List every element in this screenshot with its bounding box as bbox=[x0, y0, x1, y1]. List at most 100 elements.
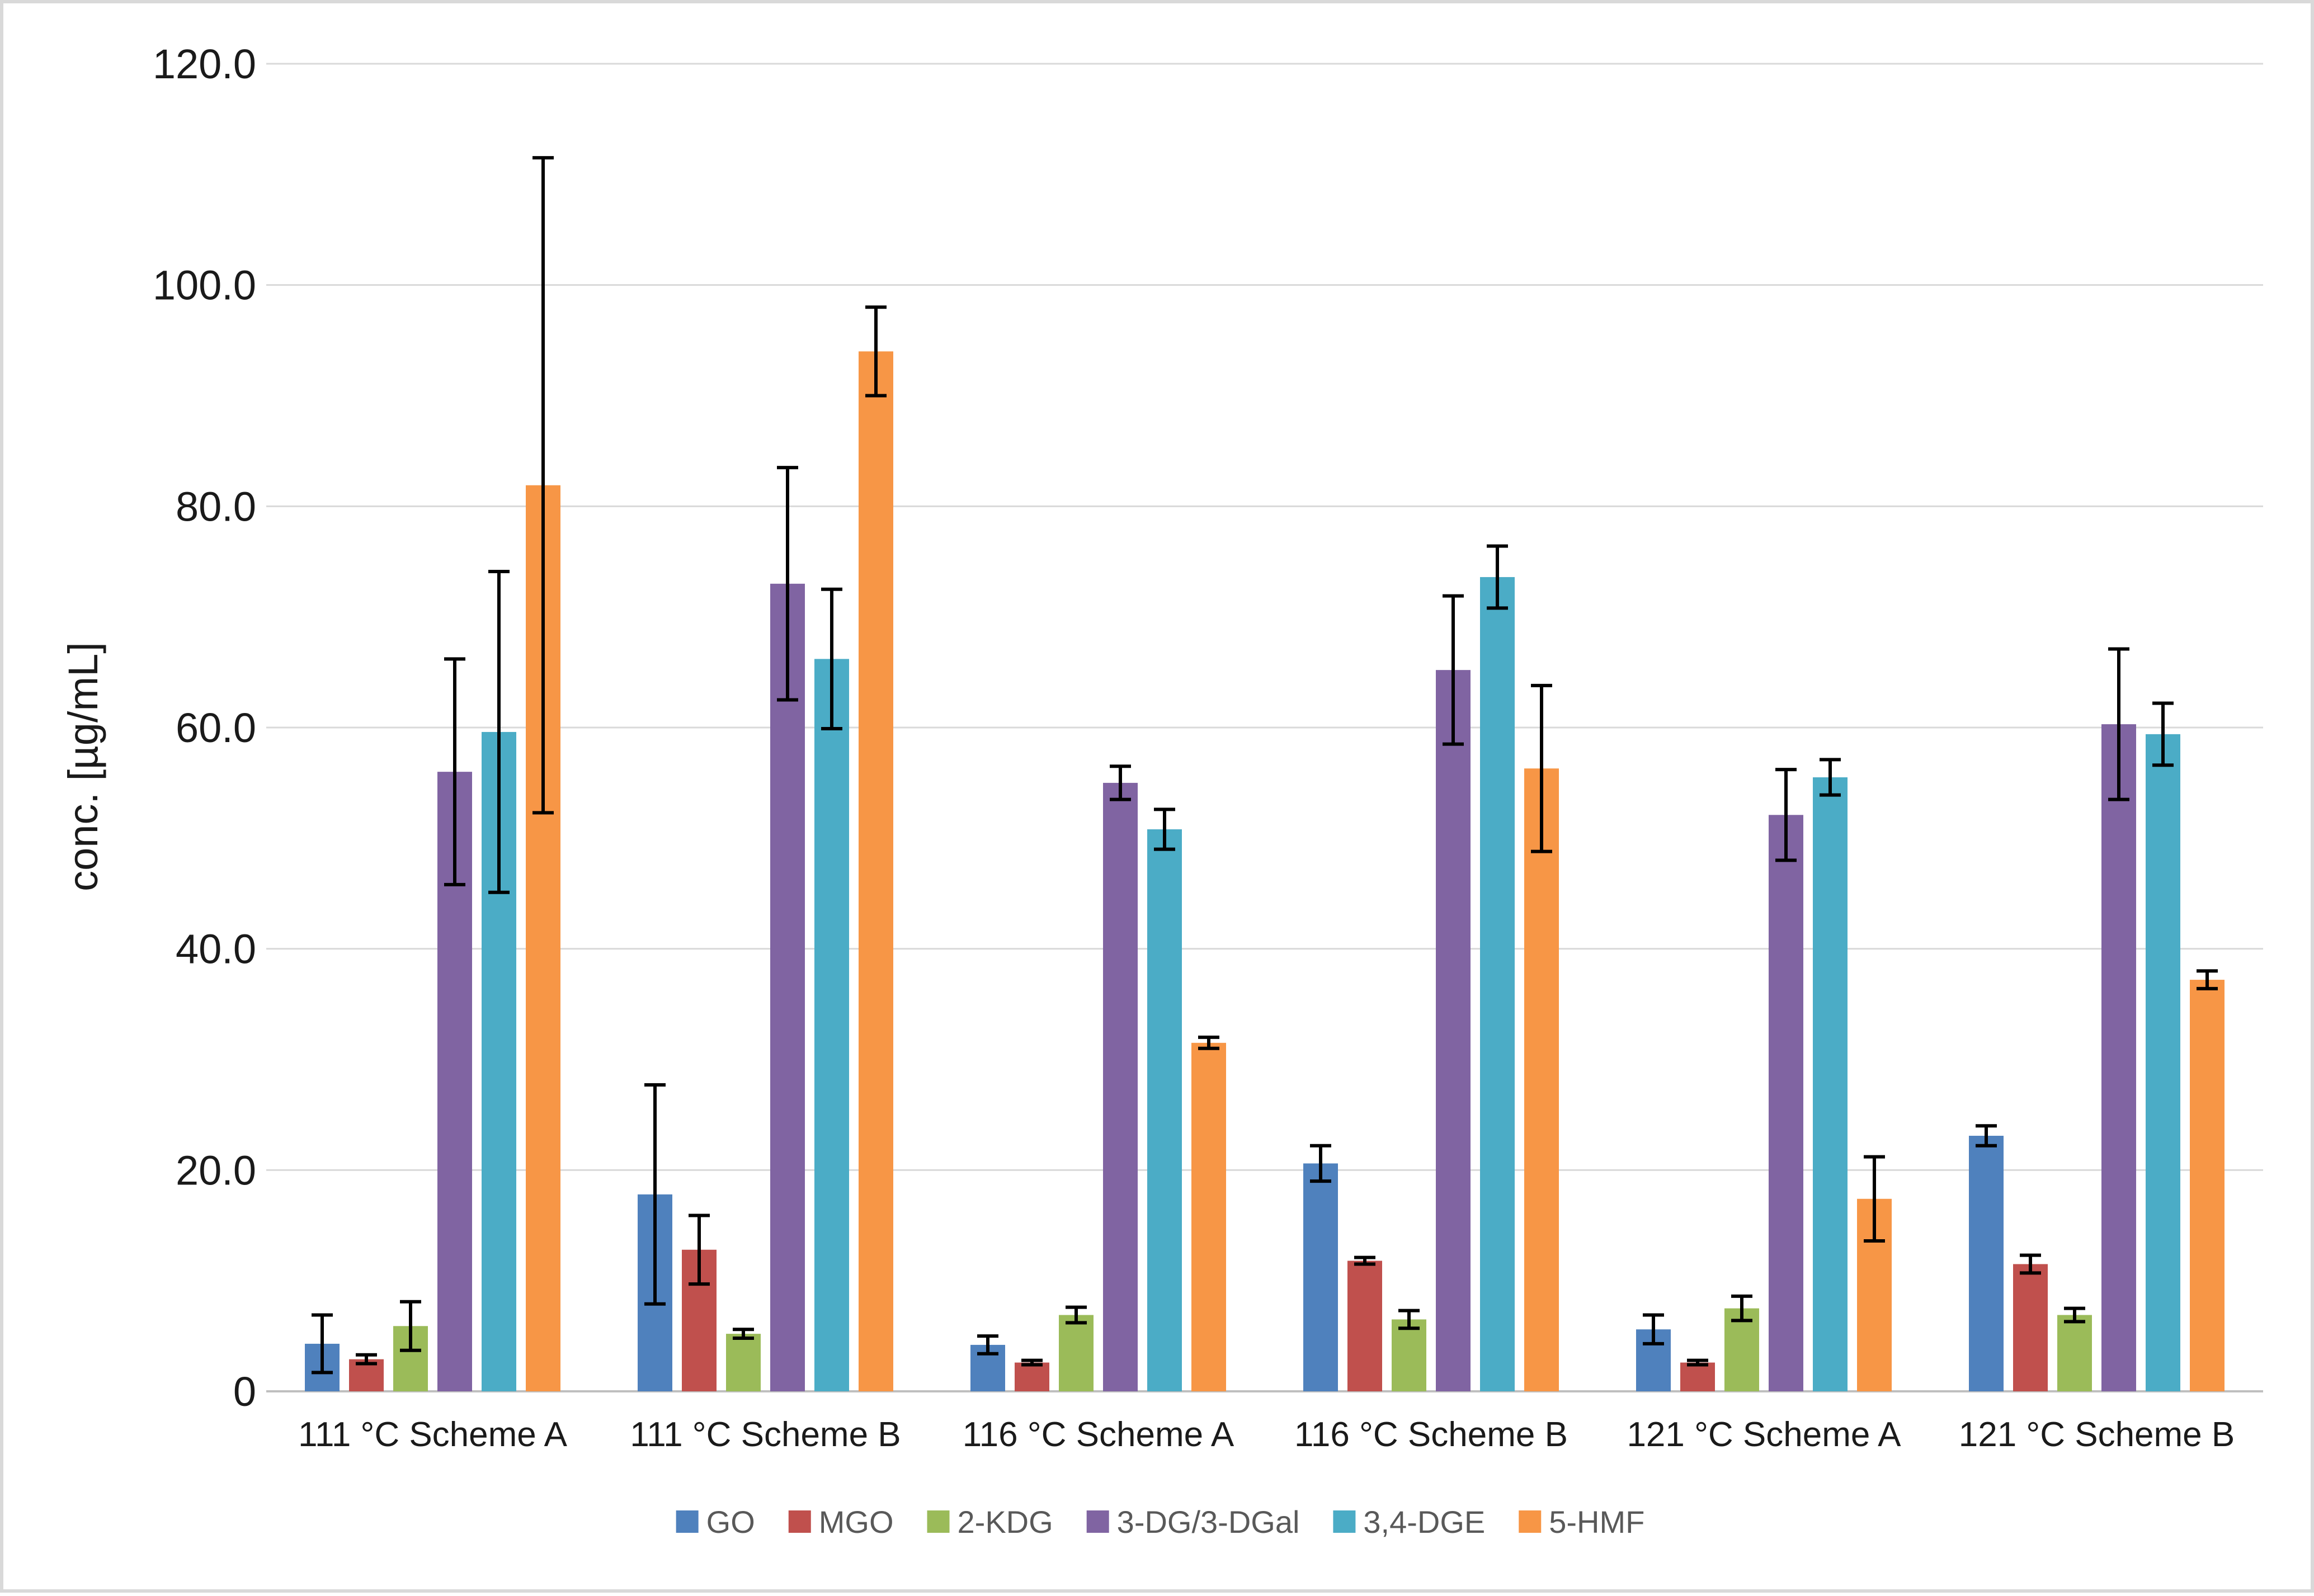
error-bar bbox=[1531, 683, 1552, 853]
legend-label: GO bbox=[706, 1504, 755, 1540]
error-bar bbox=[1398, 1309, 1420, 1330]
error-bar bbox=[1643, 1313, 1664, 1345]
y-tick-label: 80.0 bbox=[176, 483, 256, 530]
legend-item: 2-KDG bbox=[927, 1504, 1053, 1540]
error-bar bbox=[1864, 1155, 1885, 1243]
x-category-label: 111 °C Scheme B bbox=[630, 1415, 901, 1454]
error-bar bbox=[1976, 1124, 1997, 1148]
x-category-label: 111 °C Scheme A bbox=[298, 1415, 568, 1454]
error-bar bbox=[400, 1300, 421, 1352]
x-category-label: 116 °C Scheme A bbox=[963, 1415, 1234, 1454]
legend-label: 3,4-DGE bbox=[1363, 1504, 1485, 1540]
error-bar bbox=[2108, 647, 2129, 801]
bars bbox=[305, 351, 2225, 1391]
error-bar bbox=[644, 1083, 666, 1306]
error-bar bbox=[532, 156, 554, 815]
bar bbox=[1813, 777, 1848, 1391]
error-bar bbox=[777, 466, 798, 702]
error-bar bbox=[1820, 758, 1841, 797]
error-bar bbox=[1731, 1294, 1752, 1323]
bar bbox=[1769, 815, 1803, 1391]
legend-swatch bbox=[927, 1510, 950, 1533]
error-bar bbox=[312, 1313, 333, 1375]
bar bbox=[1524, 768, 1559, 1391]
error-bar bbox=[1687, 1358, 1708, 1367]
error-bar bbox=[865, 305, 887, 398]
legend-item: 3,4-DGE bbox=[1333, 1504, 1485, 1540]
error-bar bbox=[1354, 1255, 1375, 1266]
error-bar bbox=[2197, 969, 2218, 990]
legend-swatch bbox=[676, 1510, 699, 1533]
bar-chart: 0 20.0 40.0 60.0 80.0 100.0 120.0 111 °C Schem… bbox=[60, 41, 2263, 1540]
bar bbox=[1015, 1362, 1049, 1391]
bar bbox=[1147, 829, 1182, 1391]
bar bbox=[2146, 734, 2180, 1391]
bar bbox=[859, 351, 893, 1391]
bar bbox=[814, 659, 849, 1391]
bar bbox=[1059, 1315, 1094, 1391]
legend-label: 2-KDG bbox=[958, 1504, 1053, 1540]
bar bbox=[1103, 782, 1138, 1391]
bar bbox=[1680, 1362, 1715, 1391]
bar bbox=[770, 583, 805, 1391]
bar bbox=[726, 1334, 761, 1391]
x-category-label: 121 °C Scheme A bbox=[1627, 1415, 1901, 1454]
legend-item: GO bbox=[676, 1504, 755, 1540]
error-bar bbox=[821, 587, 842, 730]
error-bar bbox=[2064, 1306, 2085, 1324]
y-tick-label: 120.0 bbox=[153, 41, 256, 87]
legend-swatch bbox=[1333, 1510, 1356, 1533]
error-bar bbox=[689, 1213, 710, 1286]
error-bar bbox=[356, 1353, 377, 1366]
x-category-label: 121 °C Scheme B bbox=[1959, 1415, 2235, 1454]
error-bars bbox=[312, 156, 2218, 1375]
legend-label: 3-DG/3-DGal bbox=[1117, 1504, 1300, 1540]
bar bbox=[1392, 1319, 1426, 1391]
legend-label: MGO bbox=[819, 1504, 894, 1540]
x-axis-category-labels: 111 °C Scheme A 111 °C Scheme B 116 °C Sch… bbox=[298, 1415, 2235, 1454]
bar bbox=[1436, 670, 1471, 1391]
gridlines bbox=[266, 63, 2263, 1392]
error-bar bbox=[2152, 701, 2174, 767]
bar bbox=[1480, 577, 1515, 1391]
y-tick-label: 40.0 bbox=[176, 926, 256, 972]
legend-swatch bbox=[1086, 1510, 1109, 1533]
bar bbox=[1191, 1042, 1226, 1391]
bar bbox=[2013, 1264, 2048, 1391]
error-bar bbox=[1110, 764, 1131, 801]
y-tick-label: 100.0 bbox=[153, 262, 256, 309]
bar bbox=[2101, 724, 2136, 1391]
bar bbox=[1969, 1136, 2004, 1391]
error-bar bbox=[2020, 1253, 2041, 1275]
error-bar bbox=[1198, 1035, 1219, 1050]
bar bbox=[2057, 1315, 2092, 1391]
error-bar bbox=[1443, 594, 1464, 746]
error-bar bbox=[1775, 768, 1797, 862]
x-category-label: 116 °C Scheme B bbox=[1294, 1415, 1568, 1454]
error-bar bbox=[1487, 544, 1508, 610]
legend-item: MGO bbox=[788, 1504, 894, 1540]
legend: GO MGO 2-KDG 3-DG/3-DGal 3,4-DGE 5-HMF bbox=[676, 1504, 1644, 1540]
bar bbox=[1303, 1163, 1338, 1391]
legend-item: 3-DG/3-DGal bbox=[1086, 1504, 1300, 1540]
error-bar bbox=[1021, 1358, 1043, 1367]
y-tick-label: 60.0 bbox=[176, 705, 256, 751]
bar bbox=[1347, 1260, 1382, 1391]
y-axis-title: conc. [µg/mL] bbox=[60, 642, 106, 891]
y-tick-label: 0 bbox=[233, 1368, 256, 1415]
legend-label: 5-HMF bbox=[1549, 1504, 1644, 1540]
error-bar bbox=[444, 657, 465, 886]
legend-swatch bbox=[1519, 1510, 1542, 1533]
y-tick-label: 20.0 bbox=[176, 1147, 256, 1193]
error-bar bbox=[1310, 1144, 1331, 1183]
error-bar bbox=[488, 570, 510, 894]
y-axis-tick-labels: 0 20.0 40.0 60.0 80.0 100.0 120.0 bbox=[153, 41, 256, 1415]
error-bar bbox=[1154, 808, 1175, 851]
error-bar bbox=[1066, 1305, 1087, 1325]
legend-swatch bbox=[788, 1510, 811, 1533]
error-bar bbox=[733, 1328, 754, 1340]
legend-item: 5-HMF bbox=[1519, 1504, 1644, 1540]
bar bbox=[2190, 980, 2225, 1391]
error-bar bbox=[977, 1334, 998, 1356]
